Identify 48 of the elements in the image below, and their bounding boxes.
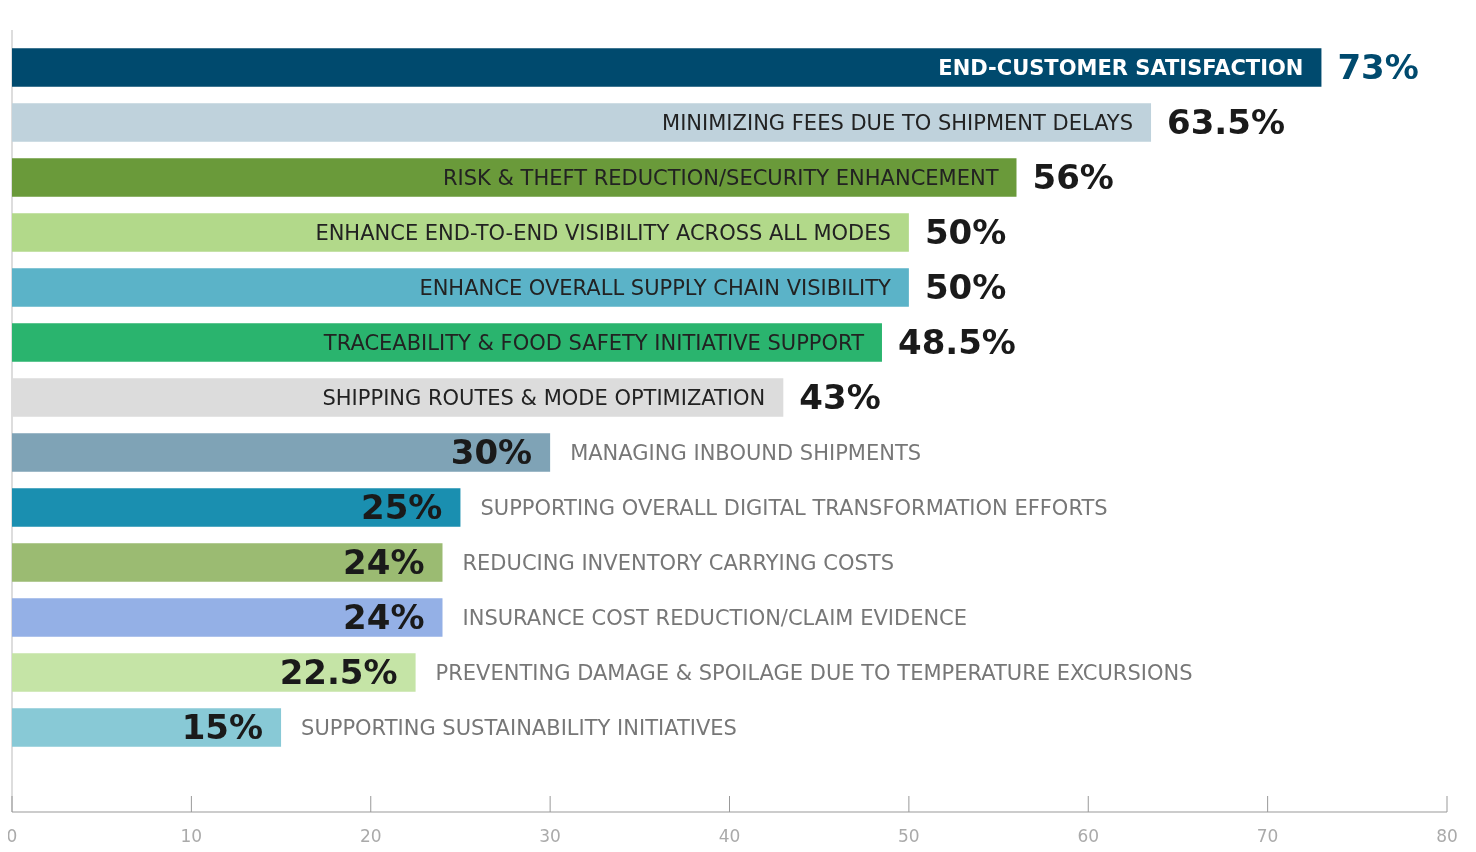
data-label: 73% [1337, 47, 1419, 88]
x-tick-label: 80 [1436, 826, 1458, 846]
bar [12, 598, 443, 637]
bar [12, 213, 909, 252]
data-label: 25% [361, 487, 443, 528]
data-label: 50% [924, 267, 1007, 308]
data-label: 30% [450, 432, 533, 473]
y-tick-label: MANAGING INBOUND SHIPMENTS [570, 440, 922, 465]
bar [12, 378, 784, 417]
y-tick-label: MINIMIZING FEES DUE TO SHIPMENT DELAYS [662, 110, 1134, 135]
y-tick-label: PREVENTING DAMAGE & SPOILAGE DUE TO TEMPERATURE EXCURSIONS [435, 660, 1193, 685]
data-label: 50% [924, 212, 1007, 253]
data-label: 24% [343, 542, 425, 583]
data-label: 48.5% [897, 322, 1016, 363]
data-label: 15% [181, 707, 264, 748]
y-tick-label: SUPPORTING SUSTAINABILITY INITIATIVES [301, 715, 737, 740]
y-tick-label: END-CUSTOMER SATISFACTION [938, 55, 1304, 80]
bar [12, 543, 443, 582]
x-tick-label: 40 [718, 826, 741, 846]
data-label: 22.5% [279, 652, 398, 693]
data-label: 56% [1032, 157, 1114, 198]
x-tick-label: 0 [6, 826, 18, 846]
bar [12, 708, 282, 747]
data-label: 63.5% [1167, 102, 1285, 143]
y-tick-label: ENHANCE OVERALL SUPPLY CHAIN VISIBILITY [419, 275, 892, 300]
x-tick-label: 10 [180, 826, 203, 846]
y-tick-label: INSURANCE COST REDUCTION/CLAIM EVIDENCE [462, 605, 968, 630]
x-tick-label: 20 [359, 826, 382, 846]
bar [12, 653, 416, 692]
y-tick-label: SHIPPING ROUTES & MODE OPTIMIZATION [322, 385, 766, 410]
bar [12, 488, 461, 527]
bar [12, 158, 1017, 197]
bar [12, 323, 882, 362]
data-label: 24% [343, 597, 425, 638]
y-tick-label: REDUCING INVENTORY CARRYING COSTS [462, 550, 894, 575]
y-tick-label: RISK & THEFT REDUCTION/SECURITY ENHANCEMENT [442, 165, 999, 190]
bar [12, 433, 551, 472]
x-tick-label: 70 [1256, 826, 1279, 846]
y-tick-label: TRACEABILITY & FOOD SAFETY INITIATIVE SUPPORT [322, 330, 865, 355]
bar [12, 48, 1322, 87]
y-tick-label: SUPPORTING OVERALL DIGITAL TRANSFORMATION EFFORTS [480, 495, 1108, 520]
x-tick-label: 50 [898, 826, 920, 846]
y-tick-label: ENHANCE END-TO-END VISIBILITY ACROSS ALL MODES [315, 220, 891, 245]
bar [12, 268, 909, 307]
x-tick-label: 60 [1077, 826, 1100, 846]
bar [12, 103, 1152, 142]
x-tick-label: 30 [539, 826, 561, 846]
data-label: 43% [799, 377, 881, 418]
